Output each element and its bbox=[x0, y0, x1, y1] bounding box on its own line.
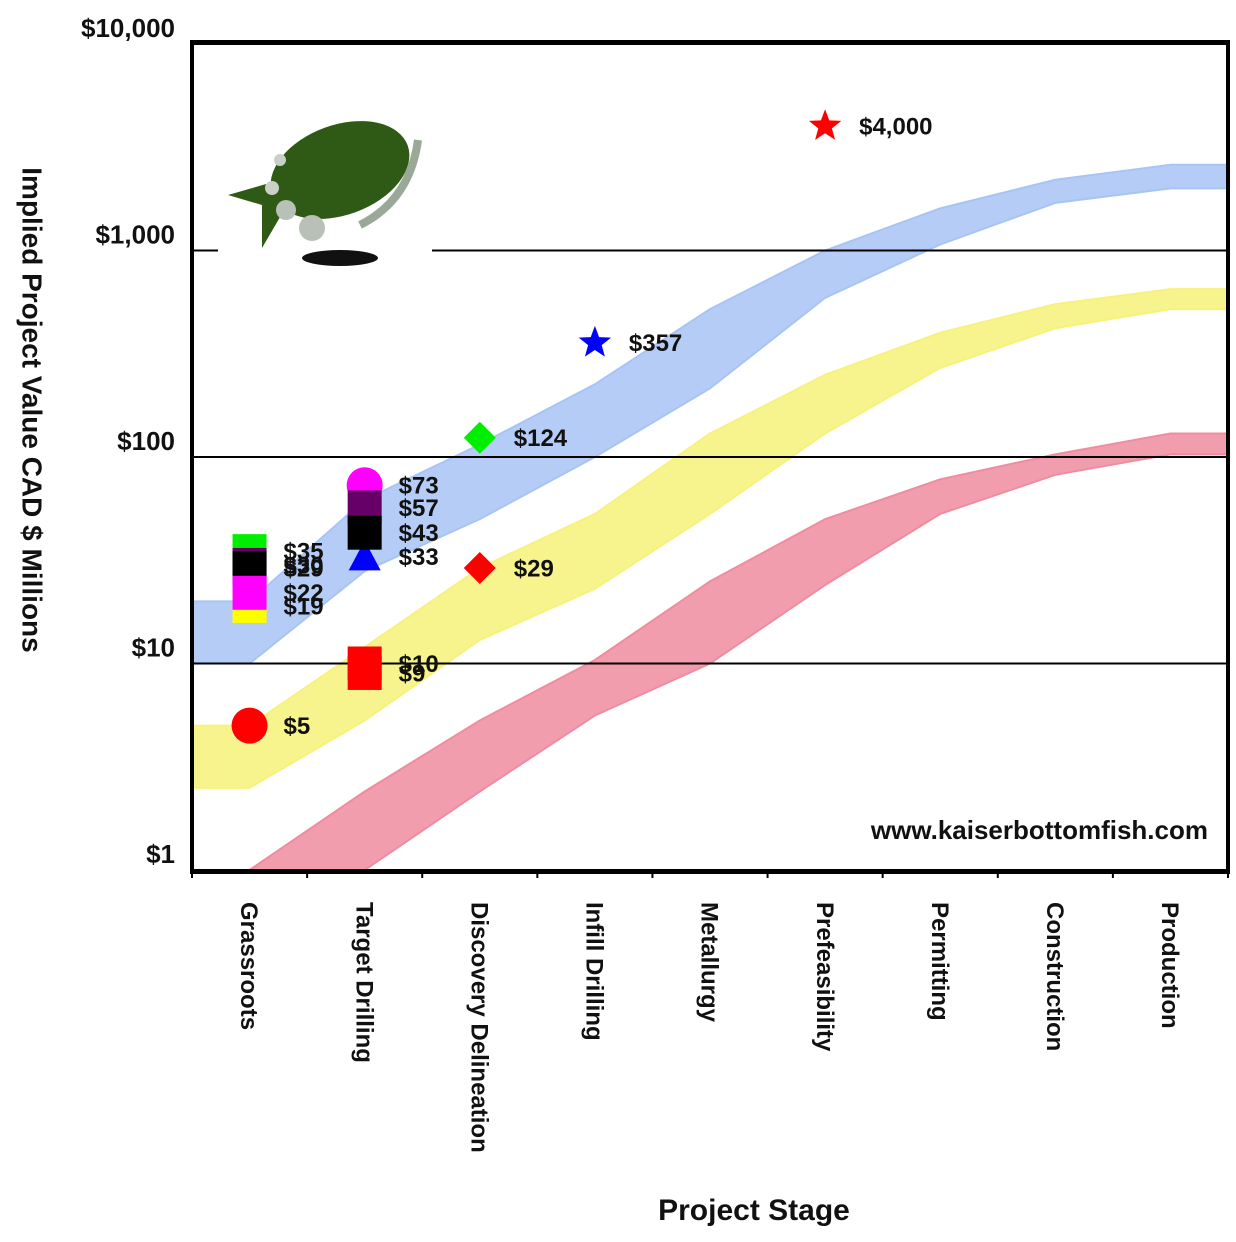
point bbox=[808, 109, 842, 140]
x-axis-title: Project Stage bbox=[658, 1194, 850, 1227]
value-label: $4,000 bbox=[859, 114, 932, 141]
y-tick-label: $10,000 bbox=[81, 13, 175, 43]
value-label: $33 bbox=[399, 544, 439, 571]
value-label: $19 bbox=[284, 593, 324, 620]
value-label: $73 bbox=[399, 473, 439, 500]
value-label: $35 bbox=[284, 538, 324, 565]
x-tick-label: Discovery Delineation bbox=[465, 902, 492, 1153]
value-label: $43 bbox=[399, 520, 439, 547]
logo bbox=[218, 98, 432, 273]
x-tick-label: Construction bbox=[1041, 902, 1068, 1051]
point bbox=[347, 515, 382, 550]
x-tick-label: Grassroots bbox=[235, 902, 262, 1030]
point bbox=[463, 552, 496, 585]
x-tick-label: Infill Drilling bbox=[581, 902, 608, 1041]
value-label: $57 bbox=[399, 495, 439, 522]
point bbox=[578, 325, 612, 357]
x-tick-label: Permitting bbox=[926, 902, 953, 1021]
x-tick-label: Target Drilling bbox=[350, 902, 377, 1063]
plot-frame bbox=[190, 40, 1230, 874]
watermark: www.kaiserbottomfish.com bbox=[870, 815, 1208, 845]
value-label: $30 bbox=[284, 552, 324, 579]
value-label: $5 bbox=[284, 713, 311, 740]
value-label: $357 bbox=[629, 330, 682, 357]
y-tick-label: $100 bbox=[117, 426, 175, 456]
point bbox=[231, 707, 268, 744]
y-tick-label: $10 bbox=[132, 632, 175, 662]
point bbox=[347, 646, 382, 681]
value-label: $9 bbox=[399, 660, 426, 687]
x-tick-label: Production bbox=[1156, 902, 1183, 1029]
y-tick-label: $1 bbox=[146, 839, 175, 869]
x-tick-label: Prefeasibility bbox=[811, 902, 838, 1052]
y-axis-title: Implied Project Value CAD $ Millions bbox=[17, 167, 48, 652]
x-tick-label: Metallurgy bbox=[696, 902, 723, 1023]
value-label: $124 bbox=[514, 425, 568, 452]
point bbox=[463, 421, 496, 454]
value-label: $10 bbox=[399, 651, 439, 678]
value-label: $29 bbox=[284, 555, 324, 582]
point bbox=[348, 540, 381, 571]
value-label: $29 bbox=[514, 555, 554, 582]
point bbox=[232, 575, 267, 610]
value-label: $22 bbox=[284, 580, 324, 607]
y-tick-label: $1,000 bbox=[95, 219, 175, 249]
